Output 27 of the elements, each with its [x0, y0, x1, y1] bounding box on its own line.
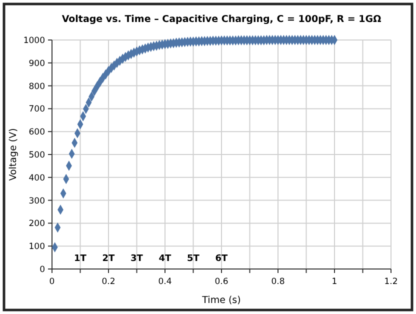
x-tick-label: 0.2: [102, 277, 116, 287]
annotation: 2T: [102, 254, 116, 264]
y-tick-label: 0: [40, 265, 45, 275]
x-tick-label: 1.2: [384, 277, 398, 287]
annotation: 5T: [187, 254, 200, 264]
y-tick-label: 700: [28, 104, 45, 115]
x-tick-label: 0.8: [271, 277, 285, 287]
y-axis-title: Voltage (V): [8, 128, 19, 181]
y-tick-label: 500: [28, 150, 45, 160]
y-tick-label: 900: [28, 58, 45, 69]
annotation: 4T: [158, 254, 172, 264]
annotation: 1T: [74, 254, 88, 264]
annotation: 3T: [130, 254, 144, 264]
y-tick-label: 1000: [23, 36, 45, 46]
y-tick-label: 200: [28, 219, 45, 230]
x-tick-label: 0.4: [158, 277, 172, 287]
x-tick-label: 0.6: [214, 277, 228, 287]
y-tick-label: 800: [28, 82, 45, 92]
chart-title: Voltage vs. Time – Capacitive Charging, C = 100pF, R = 1GΩ: [62, 14, 382, 25]
annotation: 6T: [215, 254, 229, 264]
y-tick-label: 600: [28, 128, 45, 138]
x-tick-label: 0: [49, 277, 55, 287]
y-tick-label: 300: [28, 196, 45, 206]
y-tick-label: 100: [28, 242, 45, 252]
x-axis-title: Time (s): [201, 295, 241, 306]
y-tick-label: 400: [28, 173, 45, 184]
x-tick-label: 1: [332, 277, 338, 287]
